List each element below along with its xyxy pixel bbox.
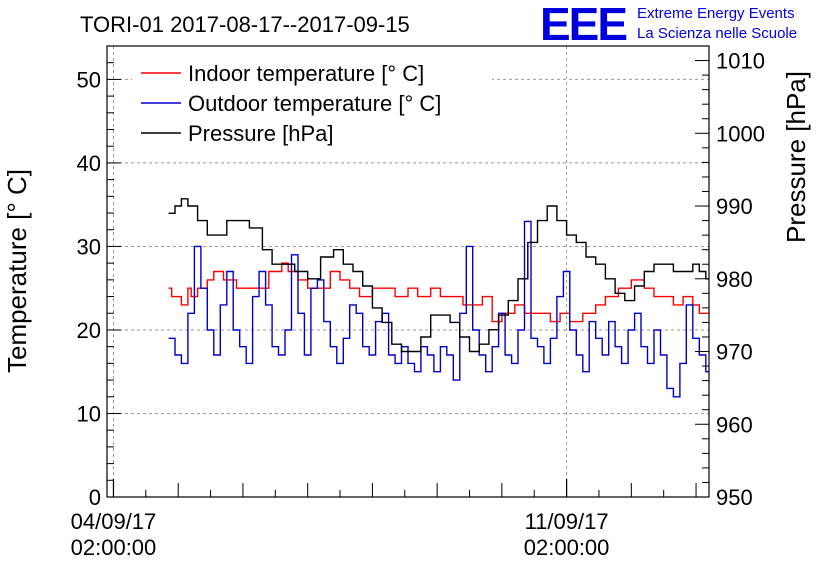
axes: 0 10 20 30 40 50 950 960 970 980 990 1000 1010 04/09/…	[71, 45, 765, 560]
eee-logo: EEE Extreme Energy Events La Scienza nel…	[540, 0, 797, 50]
left-axis-tick-label: 40	[77, 151, 101, 176]
left-axis-tick-label: 10	[77, 401, 101, 426]
series-line-1	[168, 262, 709, 323]
eee-logo-line2: La Scienza nelle Scuole	[637, 25, 797, 42]
left-axis-tick-label: 20	[77, 318, 101, 343]
right-axis-tick-label: 1010	[716, 49, 765, 74]
y-axis-label-right: Pressure [hPa]	[781, 71, 811, 243]
series-group	[168, 198, 709, 398]
plot-frame	[106, 45, 710, 498]
right-axis-tick-label: 960	[716, 412, 753, 437]
left-axis-tick-label: 50	[77, 67, 101, 92]
x-axis-tick-label-date: 04/09/17	[71, 509, 157, 534]
left-axis-tick-label: 30	[77, 234, 101, 259]
right-axis-tick-label: 950	[716, 485, 753, 510]
right-axis-tick-label: 990	[716, 194, 753, 219]
right-axis-tick-label: 1000	[716, 121, 765, 146]
eee-logo-line1: Extreme Energy Events	[637, 5, 795, 22]
series-line-3	[168, 198, 709, 353]
right-axis-tick-label: 970	[716, 340, 753, 365]
legend-label-2: Outdoor temperature [° C]	[188, 91, 441, 116]
eee-logo-mark: EEE	[540, 0, 626, 50]
y-axis-label-left: Temperature [° C]	[2, 169, 32, 373]
series-line-2	[168, 220, 709, 398]
x-axis-tick-label-date: 11/09/17	[525, 509, 609, 534]
right-axis-tick-label: 980	[716, 267, 753, 292]
chart-title: TORI-01 2017-08-17--2017-09-15	[80, 12, 410, 37]
legend-box	[132, 54, 492, 152]
legend: Indoor temperature [° C] Outdoor temperat…	[141, 61, 441, 146]
legend-label-3: Pressure [hPa]	[188, 121, 334, 146]
x-axis-tick-label-time: 02:00:00	[71, 535, 157, 560]
x-axis-tick-label-time: 02:00:00	[524, 535, 610, 560]
legend-label-1: Indoor temperature [° C]	[188, 61, 424, 86]
left-axis-tick-label: 0	[89, 485, 101, 510]
